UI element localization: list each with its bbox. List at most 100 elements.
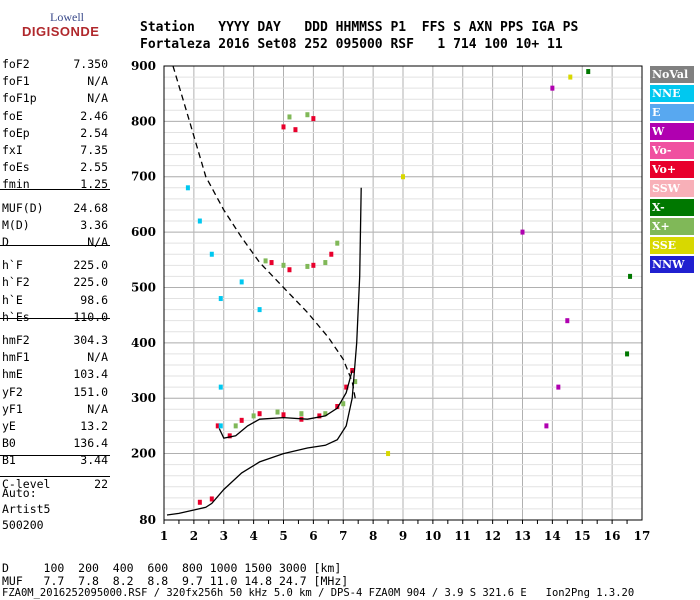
param-key: fmin <box>2 177 30 192</box>
y-tick-label: 700 <box>131 170 156 184</box>
x-tick-label: 11 <box>454 529 471 543</box>
param-key: D <box>2 235 9 249</box>
auto-code: 500200 <box>2 518 44 532</box>
param-value: 136.4 <box>73 436 108 451</box>
param-value: 151.0 <box>73 384 108 399</box>
param-key: foE <box>2 108 23 123</box>
param-key: yF1 <box>2 401 23 416</box>
param-key: hmF1 <box>2 350 30 365</box>
param-value: 22 <box>94 476 108 491</box>
param-value: 7.35 <box>80 143 108 157</box>
echo-mark <box>586 69 591 75</box>
chart-marks <box>185 69 633 505</box>
param-value: 110.0 <box>73 309 108 324</box>
separator <box>0 455 110 456</box>
legend-item: E <box>650 104 694 121</box>
logo-digisonde-text: DIGISONDE <box>22 24 100 39</box>
profile-line <box>172 65 356 399</box>
param-row: fxI 7.35 <box>2 142 108 159</box>
y-tick-label: 200 <box>131 447 156 461</box>
x-tick-label: 9 <box>399 529 407 543</box>
legend-item: X+ <box>650 218 694 235</box>
x-tick-label: 4 <box>249 529 257 543</box>
x-tick-label: 15 <box>574 529 591 543</box>
echo-mark <box>218 296 223 302</box>
echo-mark <box>305 112 310 118</box>
echo-mark <box>263 258 268 264</box>
x-tick-label: 16 <box>604 529 621 543</box>
param-row: h`F2 225.0 <box>2 274 108 291</box>
param-key: foF1p <box>2 91 37 106</box>
param-key: yE <box>2 419 16 433</box>
echo-mark <box>311 262 316 268</box>
auto-method: Artist5 <box>2 502 51 516</box>
param-row: MUF(D) 24.68 <box>2 200 108 217</box>
param-row: yF2 151.0 <box>2 384 108 401</box>
x-tick-label: 6 <box>309 529 317 543</box>
param-key: hmF2 <box>2 333 30 347</box>
echo-mark <box>257 411 262 417</box>
param-row: foF1 N/A <box>2 73 108 90</box>
y-tick-label: 500 <box>131 280 156 294</box>
param-row: fmin 1.25 <box>2 176 108 193</box>
chart-lines <box>166 65 362 516</box>
muf-row: MUF 7.7 7.8 8.2 8.8 9.7 11.0 14.8 24.7 [… <box>2 574 349 588</box>
echo-mark <box>281 124 286 130</box>
param-value: 2.55 <box>80 160 108 175</box>
param-key: h`F <box>2 258 23 273</box>
echo-mark <box>628 273 633 279</box>
param-value: 3.44 <box>80 453 108 468</box>
param-row: B0 136.4 <box>2 435 108 452</box>
param-value: 304.3 <box>73 333 108 347</box>
x-tick-label: 1 <box>160 529 168 543</box>
param-key: h`Es <box>2 309 30 324</box>
x-tick-label: 2 <box>190 529 198 543</box>
echo-mark <box>227 433 232 439</box>
distance-row: D 100 200 400 600 800 1000 1500 3000 [km… <box>2 561 342 575</box>
x-tick-label: 13 <box>514 529 531 543</box>
echo-mark <box>311 116 316 122</box>
param-value: 13.2 <box>80 419 108 433</box>
echo-mark <box>209 496 214 502</box>
echo-mark <box>251 413 256 419</box>
echo-mark <box>218 384 223 390</box>
param-key: fxI <box>2 143 23 157</box>
echo-mark <box>323 411 328 417</box>
param-value: 103.4 <box>73 367 108 382</box>
param-row: foE 2.46 <box>2 108 108 125</box>
echo-mark <box>281 412 286 418</box>
echo-mark <box>239 417 244 423</box>
param-key: hmE <box>2 367 23 382</box>
y-tick-label: 600 <box>131 225 156 239</box>
header-line-1: Station YYYY DAY DDD HHMMSS P1 FFS S AXN… <box>140 20 579 35</box>
param-row: h`F 225.0 <box>2 257 108 274</box>
legend-item: W <box>650 123 694 140</box>
param-key: foEs <box>2 160 30 175</box>
echo-mark <box>386 451 391 457</box>
param-key: h`F2 <box>2 275 30 290</box>
echo-mark <box>401 174 405 180</box>
echo-mark <box>215 423 220 429</box>
param-key: C-level <box>2 476 51 491</box>
logo-lowell-text: Lowell <box>50 10 84 24</box>
separator <box>0 476 110 477</box>
echo-mark <box>568 74 573 80</box>
echo-mark <box>625 351 630 357</box>
echo-mark <box>323 260 328 266</box>
echo-mark <box>317 413 322 419</box>
param-key: foF2 <box>2 57 30 71</box>
param-key: MUF(D) <box>2 200 44 215</box>
y-tick-label: 800 <box>131 114 156 128</box>
param-value: 7.350 <box>73 57 108 71</box>
param-key: foEp <box>2 125 30 140</box>
echo-mark <box>197 218 202 224</box>
echo-mark <box>329 251 334 257</box>
param-row: yE 13.2 <box>2 418 108 435</box>
param-row: hmF1 N/A <box>2 349 108 366</box>
param-value: 225.0 <box>73 258 108 273</box>
echo-mark <box>287 114 292 120</box>
param-key: foF1 <box>2 74 30 89</box>
y-tick-label: 400 <box>131 336 156 350</box>
param-row: foF1p N/A <box>2 90 108 107</box>
param-row: yF1 N/A <box>2 401 108 418</box>
